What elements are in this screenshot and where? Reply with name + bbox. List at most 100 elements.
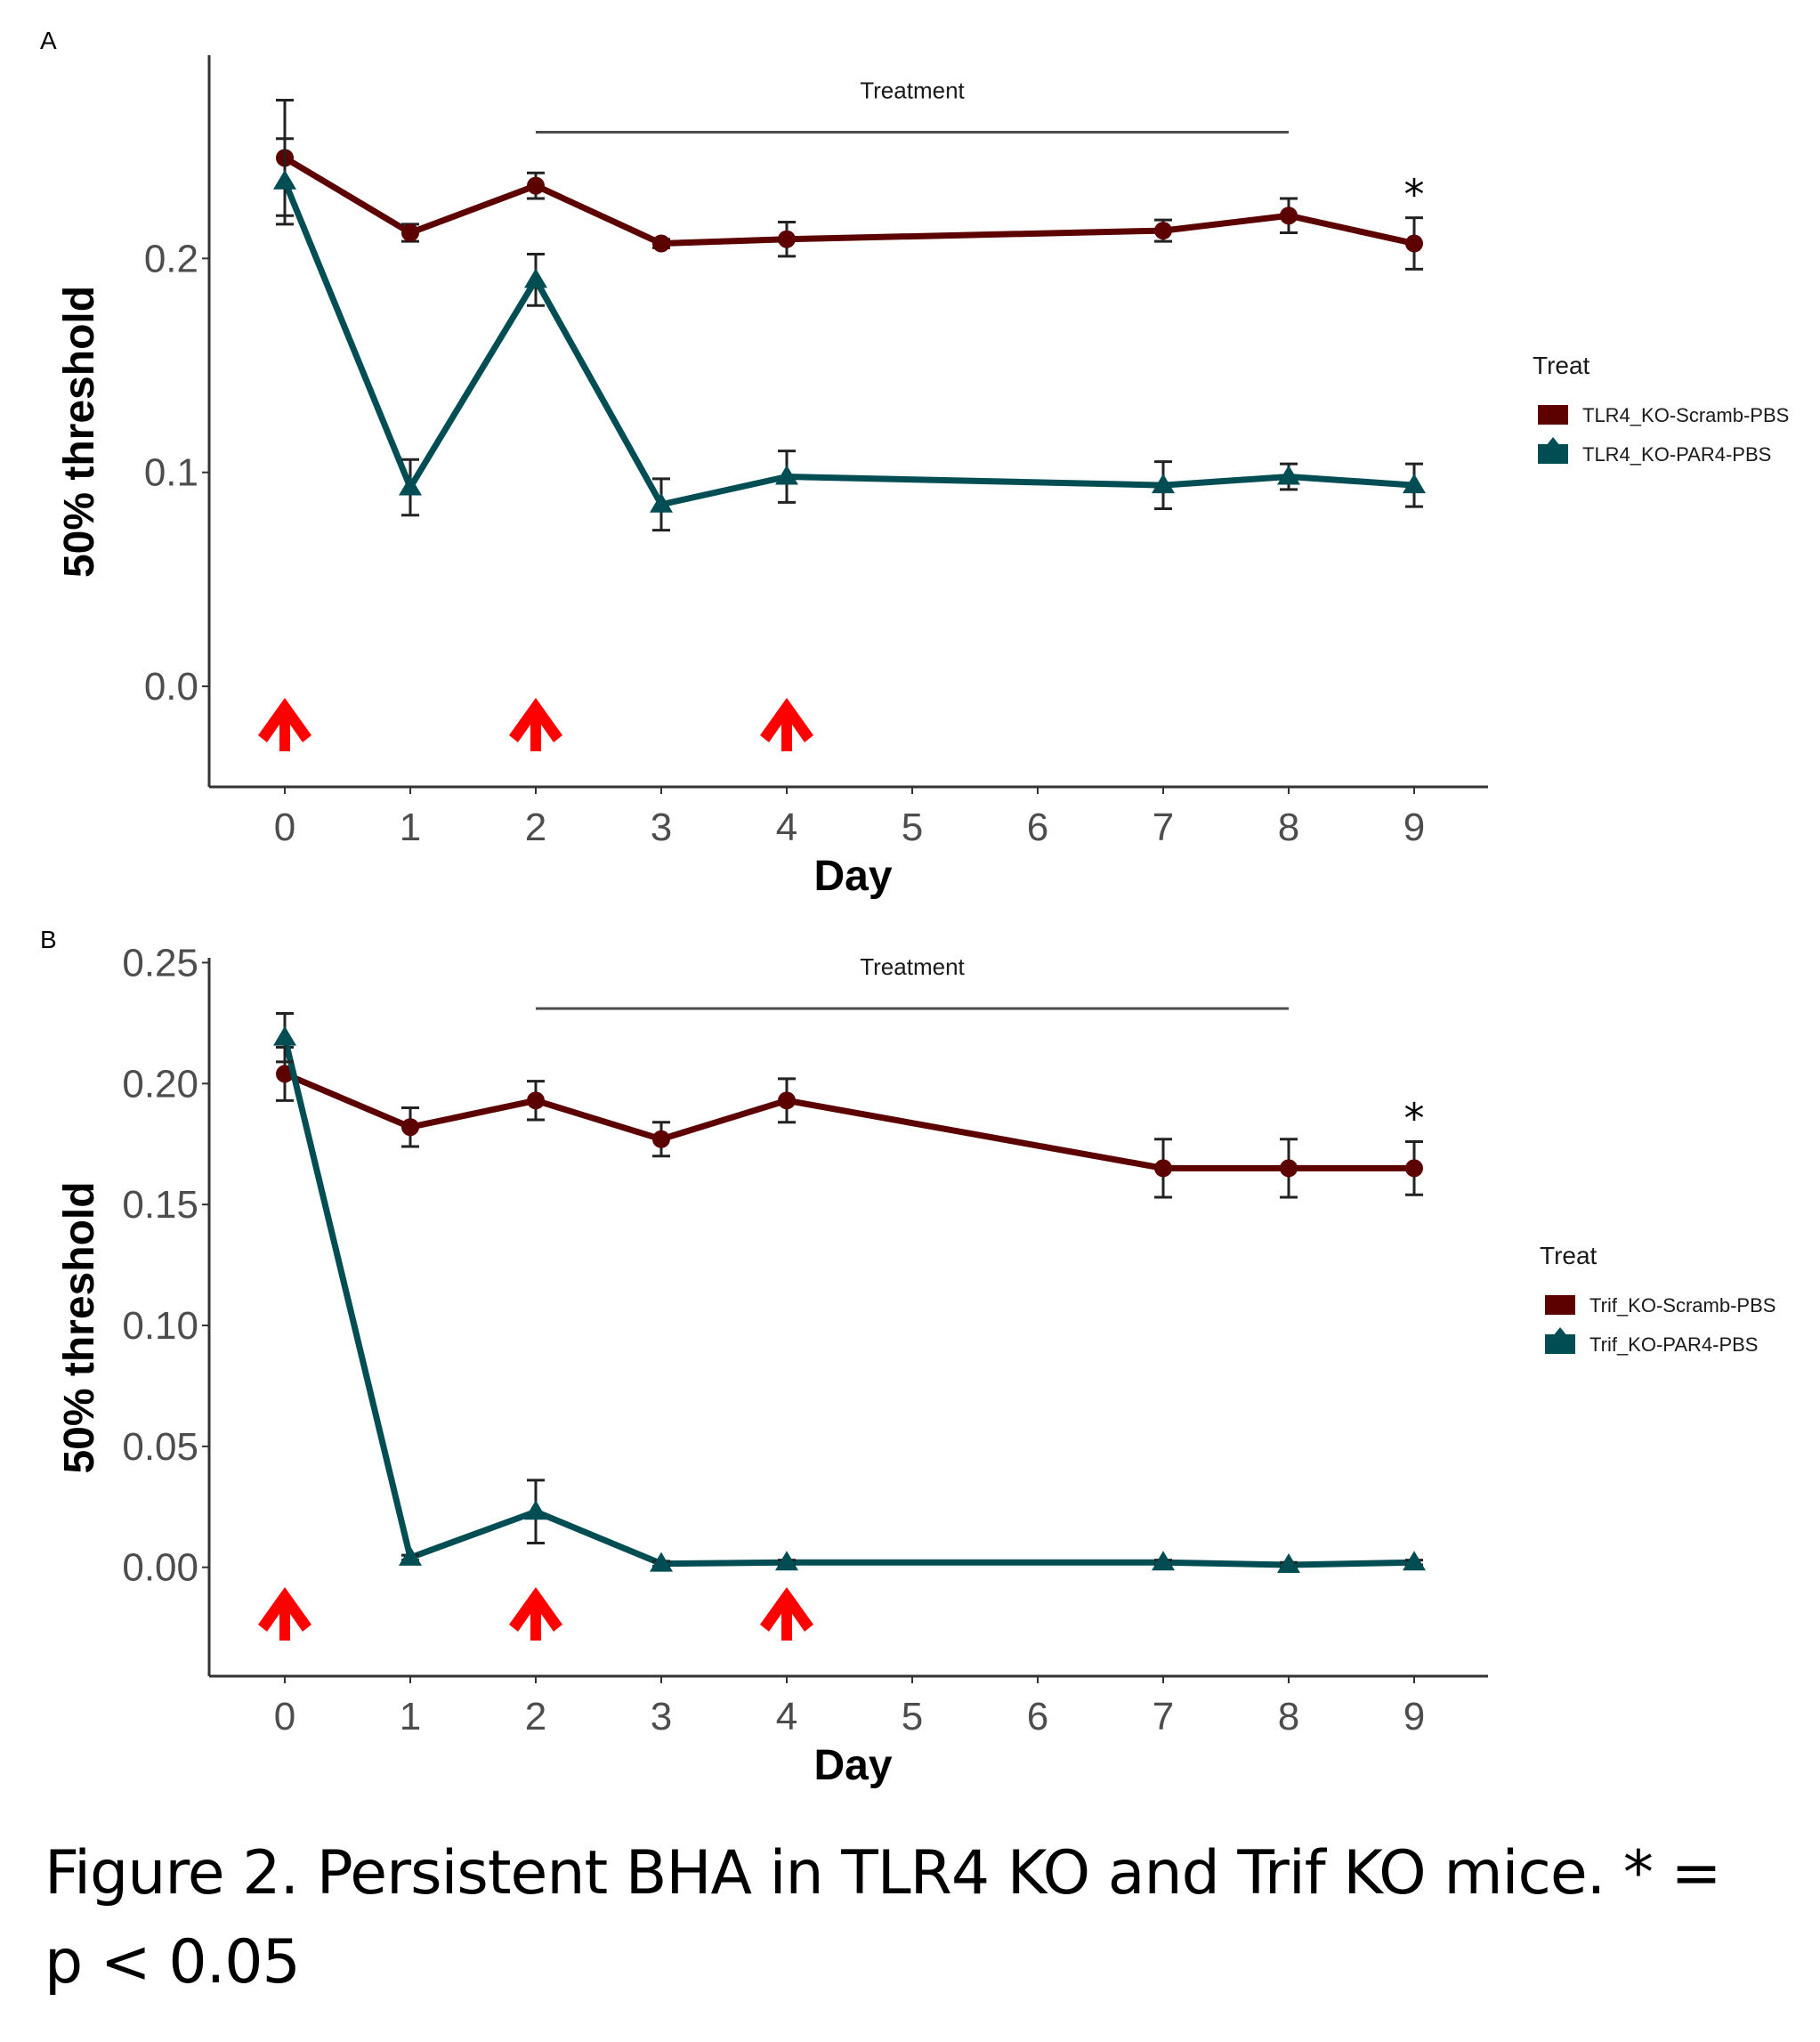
panel-b-injection-arrow-icon bbox=[258, 1587, 311, 1641]
panel-a-series-scramb-line bbox=[283, 155, 1415, 247]
panel-b-series-par4-point bbox=[650, 1552, 673, 1572]
panel-b-x-axis-title: Day bbox=[813, 1742, 892, 1789]
legend-key-triangle bbox=[1546, 437, 1560, 446]
panel-a-series-par4-point bbox=[1403, 474, 1426, 494]
panel-b-series-par4-point bbox=[775, 1551, 798, 1571]
panel-b-y-tick-label: 0.25 bbox=[122, 941, 198, 985]
panel-a-injection-arrow-icon bbox=[258, 698, 311, 751]
panel-b-series-scramb-point bbox=[1280, 1159, 1298, 1178]
arrow-shape bbox=[760, 1587, 813, 1641]
panel-a-x-tick-label: 6 bbox=[1027, 806, 1048, 849]
panel-a-series-par4-point bbox=[399, 475, 422, 496]
panel-a-series-par4-point bbox=[650, 492, 673, 513]
panel-a-series-scramb-point bbox=[1405, 234, 1423, 253]
panel-a-x-tick-label: 7 bbox=[1153, 806, 1174, 849]
legend-key-swatch bbox=[1538, 405, 1568, 425]
legend-key-swatch bbox=[1545, 1295, 1575, 1315]
panel-b-series-scramb-point bbox=[652, 1130, 670, 1148]
caption-line-1: Figure 2. Persistent BHA in TLR4 KO and … bbox=[44, 1838, 1722, 1908]
panel-a-series-scramb-point bbox=[527, 176, 545, 195]
panel-b-injection-arrow-icon bbox=[509, 1587, 562, 1641]
panel-a-series-par4-point bbox=[273, 169, 296, 190]
panel-a-legend: Treat TLR4_KO-Scramb-PBS TLR4_KO-PAR4-PBS bbox=[1533, 352, 1789, 466]
legend-item: Trif_KO-PAR4-PBS bbox=[1545, 1327, 1758, 1356]
panel-b-series-par4-point bbox=[1277, 1553, 1300, 1574]
panel-a-series-par4-point bbox=[1277, 465, 1300, 485]
arrow-shape bbox=[509, 1587, 562, 1641]
panel-a-x-tick-label: 0 bbox=[274, 806, 295, 849]
panel-b-series-scramb-point bbox=[401, 1118, 419, 1137]
panel-a-chart: A 0.0 0.1 0.2 0 1 2 3 4 5 6 7 8 9 Day 50% threshold Trea… bbox=[40, 27, 1789, 900]
panel-a-series-par4-point bbox=[775, 465, 798, 485]
panel-a-x-tick-label: 4 bbox=[776, 806, 797, 849]
legend-item: Trif_KO-Scramb-PBS bbox=[1545, 1294, 1776, 1317]
panel-a-significance-marker: * bbox=[1404, 171, 1425, 219]
panel-a-y-axis-title: 50% threshold bbox=[56, 286, 103, 578]
legend-title: Treat bbox=[1540, 1242, 1598, 1269]
panel-b-y-tick-label: 0.10 bbox=[122, 1304, 198, 1348]
panel-b-chart: B 0.00 0.05 0.10 0.15 0.20 0.25 0 1 2 3 4 5 6 7 8 9 Day 50… bbox=[40, 926, 1776, 1789]
panel-a-y-tick-label: 0.1 bbox=[144, 451, 198, 495]
panel-b-series-scramb-point bbox=[276, 1065, 294, 1083]
panel-a-y-tick-label: 0.0 bbox=[144, 665, 198, 709]
panel-a-treatment-label: Treatment bbox=[860, 77, 965, 104]
panel-b-y-tick-label: 0.00 bbox=[122, 1546, 198, 1590]
panel-b-series-par4-point bbox=[1403, 1551, 1426, 1571]
panel-b-x-tick-label: 5 bbox=[902, 1695, 923, 1738]
panel-b-series-scramb-point bbox=[1154, 1159, 1172, 1178]
panel-b-series-scramb-line bbox=[283, 1071, 1414, 1171]
panel-b-significance-marker: * bbox=[1404, 1095, 1425, 1143]
panel-b-y-tick-label: 0.05 bbox=[122, 1425, 198, 1469]
panel-b-legend: Treat Trif_KO-Scramb-PBS Trif_KO-PAR4-PBS bbox=[1540, 1242, 1776, 1356]
panel-b-treatment-label: Treatment bbox=[860, 953, 965, 980]
panel-b-series-par4-line bbox=[281, 1036, 1415, 1568]
panel-a-series-scramb-point bbox=[401, 223, 419, 242]
arrow-shape bbox=[509, 698, 562, 751]
panel-a-x-tick-label: 1 bbox=[400, 806, 421, 849]
panel-b-x-tick-label: 8 bbox=[1278, 1695, 1299, 1738]
panel-b-x-tick-label: 2 bbox=[525, 1695, 546, 1738]
panel-b-series-par4-point bbox=[273, 1025, 296, 1046]
caption-line-2: p < 0.05 bbox=[44, 1927, 301, 1997]
panel-b-x-tick-label: 1 bbox=[400, 1695, 421, 1738]
arrow-shape bbox=[258, 1587, 311, 1641]
panel-b-y-tick-label: 0.20 bbox=[122, 1062, 198, 1106]
panel-a-injection-arrow-icon bbox=[509, 698, 562, 751]
legend-key-swatch bbox=[1538, 444, 1568, 464]
panel-a-series-scramb-point bbox=[652, 234, 670, 253]
panel-a-x-tick-label: 2 bbox=[525, 806, 546, 849]
legend-title: Treat bbox=[1533, 352, 1590, 379]
panel-b-x-tick-label: 9 bbox=[1403, 1695, 1425, 1738]
panel-b-x-tick-label: 0 bbox=[274, 1695, 295, 1738]
legend-item: TLR4_KO-Scramb-PBS bbox=[1538, 404, 1789, 426]
panel-a-x-tick-label: 5 bbox=[902, 806, 923, 849]
panel-a-letter: A bbox=[40, 27, 57, 54]
legend-key-triangle bbox=[1553, 1327, 1567, 1336]
panel-a-series-par4-point bbox=[524, 268, 547, 288]
legend-item: TLR4_KO-PAR4-PBS bbox=[1538, 437, 1771, 466]
panel-b-y-axis-title: 50% threshold bbox=[56, 1181, 103, 1473]
panel-b-x-tick-label: 7 bbox=[1153, 1695, 1174, 1738]
legend-label: TLR4_KO-PAR4-PBS bbox=[1582, 443, 1771, 466]
panel-b-injection-arrow-icon bbox=[760, 1587, 813, 1641]
panel-b-x-tick-label: 6 bbox=[1027, 1695, 1048, 1738]
panel-a-x-tick-label: 8 bbox=[1278, 806, 1299, 849]
panel-a-x-tick-label: 3 bbox=[651, 806, 672, 849]
panel-b-series-par4-point bbox=[399, 1545, 422, 1566]
panel-b-y-tick-label: 0.15 bbox=[122, 1183, 198, 1227]
legend-key-swatch bbox=[1545, 1334, 1575, 1354]
panel-b-series-scramb-point bbox=[527, 1091, 545, 1110]
panel-b-series-scramb-point bbox=[1405, 1159, 1423, 1178]
arrow-shape bbox=[760, 698, 813, 751]
panel-a-series-par4-line bbox=[281, 180, 1415, 508]
legend-label: Trif_KO-PAR4-PBS bbox=[1589, 1333, 1758, 1356]
panel-a-series-scramb-point bbox=[778, 230, 796, 248]
panel-b-series-par4-point bbox=[1152, 1551, 1175, 1571]
panel-a-x-tick-label: 9 bbox=[1403, 806, 1425, 849]
panel-a-series-scramb-point bbox=[1154, 222, 1172, 240]
panel-b-x-tick-label: 3 bbox=[651, 1695, 672, 1738]
legend-label: Trif_KO-Scramb-PBS bbox=[1589, 1294, 1776, 1317]
panel-a-y-tick-label: 0.2 bbox=[144, 237, 198, 280]
panel-b-series-par4-point bbox=[524, 1500, 547, 1520]
arrow-shape bbox=[258, 698, 311, 751]
